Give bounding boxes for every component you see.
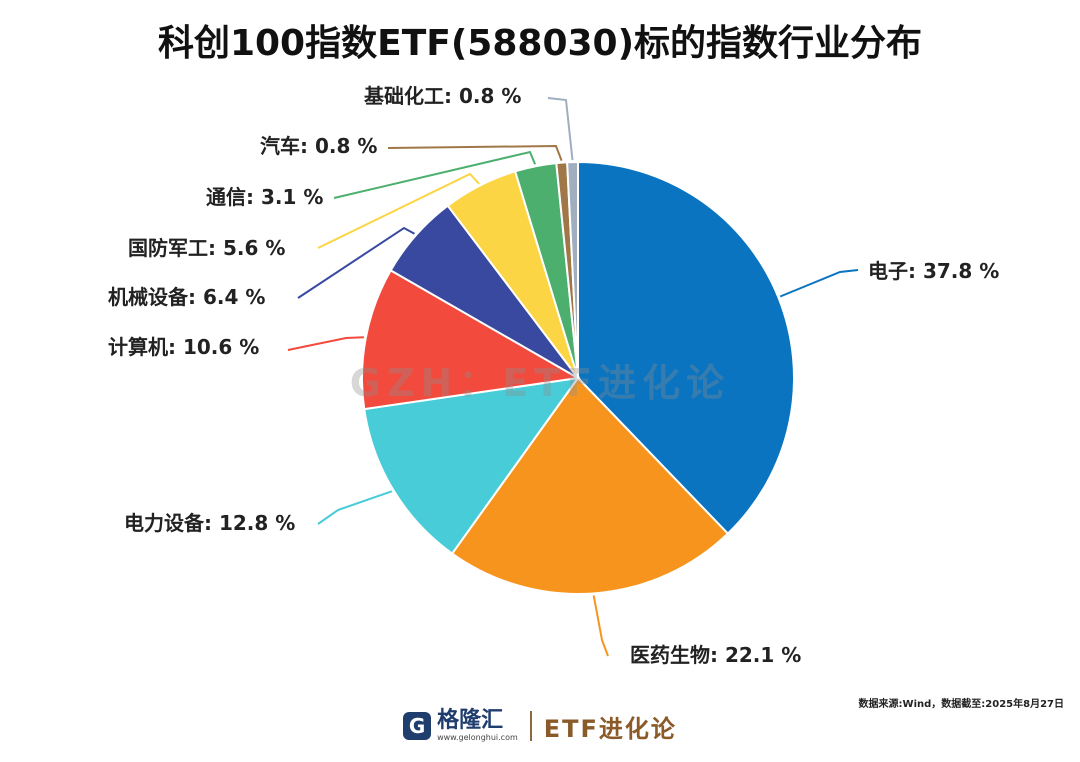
pie-slice-1 [577,160,795,536]
slice-label-8: 汽车: 0.8 % [260,134,377,158]
slice-labels: 电子: 37.8 % 医药生物: 22.1 % 电力设备: 12.8 % 计算机: 1… [108,84,999,667]
pie-slice-2 [450,376,730,595]
slice-label-6: 国防军工: 5.6 % [128,236,285,260]
logo-block: 格隆汇 www.gelonghui.com [437,709,518,743]
slice-label-9: 基础化工: 0.8 % [364,84,521,108]
leader-line-4 [287,336,364,351]
slice-label-1: 电子: 37.8 % [868,259,999,283]
leader-line-1 [779,269,859,298]
leader-line-2 [592,595,609,657]
pie-slice-3 [363,376,581,555]
logo-domain: www.gelonghui.com [437,733,518,742]
footer-divider [529,711,532,741]
leader-line-8 [387,144,563,161]
slice-label-3: 电力设备: 12.8 % [124,511,295,535]
pie-slice-4 [361,269,582,411]
logo-name: 格隆汇 [437,708,504,733]
chart-title: 科创100指数ETF(588030)标的指数行业分布 [157,23,923,64]
footer: G 格隆汇 www.gelonghui.com ETF进化论 [0,704,1080,748]
slice-label-5: 机械设备: 6.4 % [108,285,265,309]
pie-slice-9 [566,160,579,379]
footer-brand: ETF进化论 [543,714,677,743]
slice-label-2: 医药生物: 22.1 % [630,643,801,667]
leader-line-5 [297,226,415,299]
leader-line-9 [547,97,574,161]
leader-line-6 [317,172,480,249]
leader-line-7 [333,150,537,199]
leader-lines [287,97,859,657]
slice-label-4: 计算机: 10.6 % [108,335,259,359]
source-note: 数据来源:Wind，数据截至:2025年8月27日 [858,699,1064,710]
slice-label-7: 通信: 3.1 % [206,185,323,209]
watermark: GZH：ETF进化论 [350,361,730,405]
leader-line-3 [317,490,393,525]
gelonghui-logo-icon: G [403,712,432,740]
pie-slices [361,160,795,595]
